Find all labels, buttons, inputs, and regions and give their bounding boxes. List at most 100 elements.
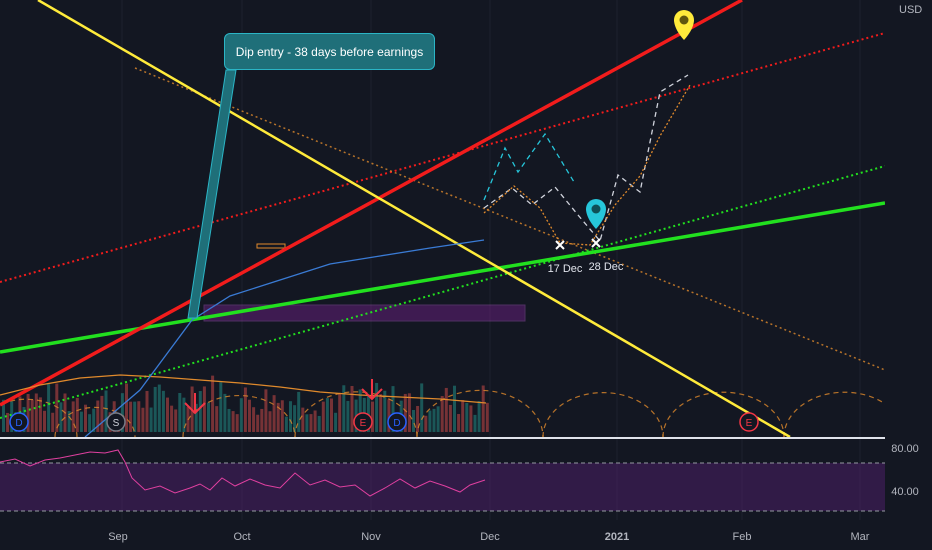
volume-bar <box>252 407 256 432</box>
main-panel: 17 Dec 28 Dec D S E D E <box>0 0 885 437</box>
event-badge-circle <box>387 412 407 432</box>
volume-bar <box>92 408 96 432</box>
volume-bar <box>219 382 223 432</box>
date-marker: 28 Dec <box>589 238 624 273</box>
cycle-arc <box>182 395 296 437</box>
axis-background <box>885 0 932 550</box>
volume-bar <box>215 406 219 432</box>
orange-dotted-trend <box>134 67 885 371</box>
price-axis: 90.0095.00100.00105.00110.00115.00120.00… <box>885 0 932 550</box>
event-badge-label: E <box>360 418 367 429</box>
rsi-tick-label: 80.00 <box>891 443 919 455</box>
volume-bar <box>444 387 448 432</box>
teal-pin-icon <box>586 199 606 229</box>
volume-bar <box>43 410 46 432</box>
volume-bar <box>346 400 350 432</box>
volume-bar <box>153 386 157 432</box>
volume-bar <box>149 407 153 432</box>
grid-lines <box>121 0 861 520</box>
volume-bar <box>67 411 71 432</box>
rsi-panel <box>0 449 885 512</box>
cycle-arc <box>783 391 885 437</box>
volume-bar <box>104 390 108 432</box>
volume-bar <box>125 383 128 432</box>
x-tick-label: Feb <box>733 531 752 543</box>
volume-bar <box>407 393 411 432</box>
event-badge-label: D <box>15 418 22 429</box>
volume-bar <box>59 402 63 432</box>
cycle-arc <box>54 406 136 437</box>
volume-bar <box>256 414 260 432</box>
cycle-arcs <box>0 389 885 437</box>
volume-bar <box>79 411 83 432</box>
volume-bar <box>211 375 215 432</box>
blue-moving-average <box>84 239 485 437</box>
volume-bar <box>432 408 436 432</box>
volume-bar <box>420 383 424 432</box>
volume-bar <box>120 393 124 432</box>
volume-bar <box>440 396 444 432</box>
projection-path-white <box>483 74 689 243</box>
volume-bar <box>207 402 210 432</box>
volume-bar <box>350 385 354 432</box>
volume-bar <box>342 385 346 432</box>
volume-bar <box>141 407 145 432</box>
yellow-pin-icon <box>674 10 694 40</box>
volume-bar <box>334 412 338 432</box>
yellow-resistance-line <box>37 0 791 437</box>
volume-bar <box>84 404 87 432</box>
cycle-arc <box>294 391 418 437</box>
volume-bar <box>202 386 206 432</box>
volume-bar <box>403 393 407 432</box>
volume-bar <box>448 404 452 432</box>
x-tick-label: Mar <box>851 531 870 543</box>
annotation-callout: Dip entry - 38 days before earnings <box>224 33 435 70</box>
volume-bar <box>30 399 34 432</box>
volume-bar <box>239 398 243 432</box>
volume-bar <box>100 395 104 432</box>
volume-bar <box>301 407 305 432</box>
volume-bar <box>453 385 456 432</box>
volume-bar <box>375 382 379 432</box>
volume-bar <box>366 394 370 432</box>
volume-bar <box>424 415 428 432</box>
rsi-line <box>0 449 486 497</box>
volume-bar <box>55 383 59 432</box>
volume-bar <box>174 409 178 432</box>
volume-bar <box>6 412 10 432</box>
rsi-band-fill <box>0 463 885 511</box>
event-badge: D <box>387 412 407 432</box>
volume-bar <box>157 384 161 432</box>
volume-bar <box>321 401 325 432</box>
volume-bar <box>289 401 292 432</box>
red-dotted-trend <box>0 32 885 283</box>
green-dotted-trend <box>0 165 885 419</box>
volume-bar <box>145 390 149 432</box>
volume-bar <box>2 399 5 432</box>
orange-moving-average <box>0 374 487 404</box>
support-zone <box>203 304 526 322</box>
volume-bar <box>34 393 38 432</box>
volume-bar <box>416 405 420 432</box>
volume-bar <box>387 399 391 432</box>
event-badge-circle <box>106 412 126 432</box>
event-badge: D <box>9 412 29 432</box>
projection-path-orange <box>483 84 691 246</box>
event-badge: S <box>106 412 126 432</box>
volume-bars <box>2 375 489 432</box>
date-label: 17 Dec <box>548 263 583 275</box>
volume-bar <box>227 408 231 432</box>
event-badge-circle <box>739 412 759 432</box>
volume-bar <box>325 398 329 432</box>
volume-bar <box>465 402 469 432</box>
volume-bar <box>71 401 75 432</box>
date-marker: 17 Dec <box>548 240 583 275</box>
volume-bar <box>137 401 141 432</box>
volume-bar <box>268 411 272 432</box>
event-badge-circle <box>353 412 373 432</box>
volume-bar <box>161 390 165 432</box>
annotation-text: Dip entry - 38 days before earnings <box>235 44 424 59</box>
volume-bar <box>47 384 51 432</box>
volume-bar <box>473 414 477 432</box>
